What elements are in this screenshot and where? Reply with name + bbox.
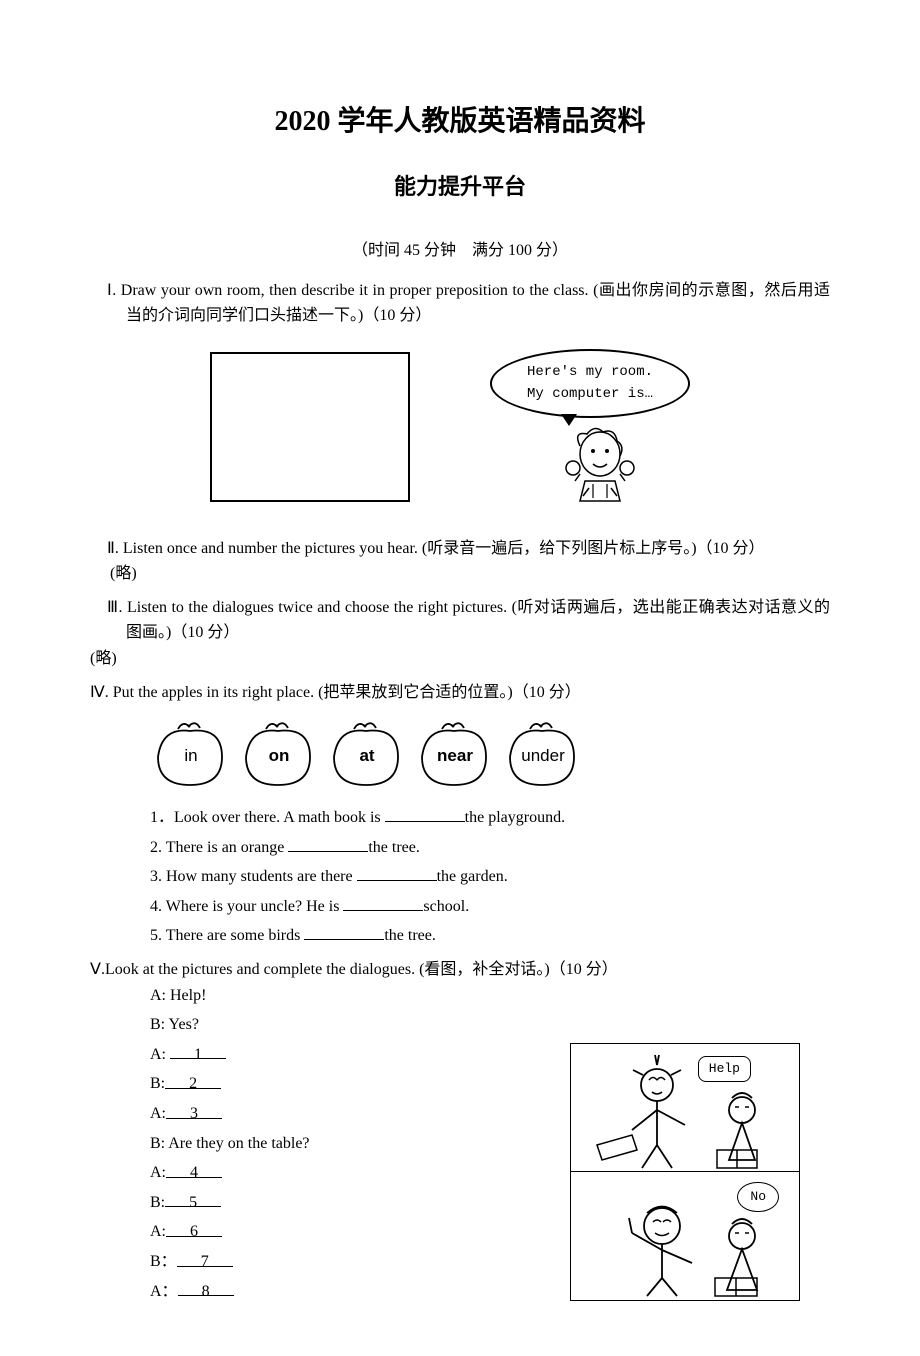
comic-panel-2: No	[570, 1171, 800, 1301]
apple-under: under	[502, 717, 584, 789]
dlg-7-sp: A:	[150, 1164, 166, 1181]
comic-panel-1: Help	[570, 1043, 800, 1173]
dlg-8-blank[interactable]: 5	[165, 1190, 221, 1208]
q4-1-blank[interactable]	[385, 806, 465, 822]
dlg-2-txt: Yes?	[165, 1016, 199, 1033]
apple-label-on: on	[269, 742, 290, 769]
panel1-drawing-icon	[577, 1050, 795, 1170]
section-4-questions: 1．Look over there. A math book is the pl…	[90, 805, 830, 949]
section-3-omitted: (略)	[90, 646, 830, 672]
help-bubble: Help	[698, 1056, 751, 1083]
q4-5-post: the tree.	[384, 927, 436, 944]
dlg-10: B：7	[150, 1249, 310, 1275]
section-3: Ⅲ. Listen to the dialogues twice and cho…	[90, 595, 830, 672]
dlg-1-txt: Help!	[166, 987, 206, 1004]
dlg-9-blank[interactable]: 6	[166, 1219, 222, 1237]
dlg-5-blank[interactable]: 3	[166, 1101, 222, 1119]
q4-3: 3. How many students are there the garde…	[150, 864, 830, 890]
dlg-7-blank[interactable]: 4	[166, 1160, 222, 1178]
time-info: （时间 45 分钟 满分 100 分）	[90, 238, 830, 264]
dlg-5-sp: A:	[150, 1105, 166, 1122]
dlg-3: A: 1	[150, 1042, 310, 1068]
dlg-1-sp: A:	[150, 987, 166, 1004]
girl-icon	[545, 426, 655, 506]
q4-1: 1．Look over there. A math book is the pl…	[150, 805, 830, 831]
apple-label-at: at	[359, 742, 374, 769]
dlg-2: B: Yes?	[150, 1012, 310, 1038]
q4-2-post: the tree.	[368, 839, 420, 856]
dlg-9: A:6	[150, 1219, 310, 1245]
q4-2-blank[interactable]	[288, 836, 368, 852]
dlg-7: A:4	[150, 1160, 310, 1186]
q4-3-post: the garden.	[437, 868, 508, 885]
apple-near: near	[414, 717, 496, 789]
section-4-text: Ⅳ. Put the apples in its right place. (把…	[90, 680, 830, 706]
q4-5-pre: 5. There are some birds	[150, 927, 304, 944]
dlg-10-sp: B：	[150, 1253, 177, 1270]
girl-speech-figure: Here's my room. My computer is…	[490, 349, 710, 506]
section-1: Ⅰ. Draw your own room, then describe it …	[90, 278, 830, 506]
q4-5-blank[interactable]	[304, 924, 384, 940]
apple-label-near: near	[437, 742, 473, 769]
q4-4-blank[interactable]	[343, 895, 423, 911]
apples-row: in on at near under	[150, 717, 830, 789]
q4-3-blank[interactable]	[357, 865, 437, 881]
dialogue-container: A: Help! B: Yes? A: 1 B:2 A:3 B: Are the…	[90, 983, 830, 1309]
apple-label-under: under	[521, 742, 564, 769]
dlg-8: B:5	[150, 1190, 310, 1216]
dialogue-list: A: Help! B: Yes? A: 1 B:2 A:3 B: Are the…	[90, 983, 310, 1309]
dlg-4-sp: B:	[150, 1075, 165, 1092]
dlg-5: A:3	[150, 1101, 310, 1127]
page-main-title: 2020 学年人教版英语精品资料	[90, 100, 830, 145]
dlg-6: B: Are they on the table?	[150, 1131, 310, 1157]
dlg-11-sp: A：	[150, 1283, 178, 1300]
dlg-3-sp: A:	[150, 1046, 170, 1063]
section-2-omitted: (略)	[90, 561, 830, 587]
apple-at: at	[326, 717, 408, 789]
dlg-6-sp: B:	[150, 1135, 165, 1152]
section-1-text: Ⅰ. Draw your own room, then describe it …	[90, 278, 830, 329]
apple-in: in	[150, 717, 232, 789]
section-2: Ⅱ. Listen once and number the pictures y…	[90, 536, 830, 587]
apple-on: on	[238, 717, 320, 789]
q4-5: 5. There are some birds the tree.	[150, 923, 830, 949]
section-5-text: Ⅴ.Look at the pictures and complete the …	[90, 957, 830, 983]
speech-bubble: Here's my room. My computer is…	[490, 349, 690, 418]
q4-4-post: school.	[423, 898, 469, 915]
section-5: Ⅴ.Look at the pictures and complete the …	[90, 957, 830, 1308]
q4-4-pre: 4. Where is your uncle? He is	[150, 898, 343, 915]
apple-label-in: in	[184, 742, 197, 769]
q4-1-pre: 1．Look over there. A math book is	[150, 809, 385, 826]
q4-1-post: the playground.	[465, 809, 565, 826]
dlg-11-blank[interactable]: 8	[178, 1279, 234, 1297]
dlg-3-blank[interactable]: 1	[170, 1042, 226, 1060]
dlg-1: A: Help!	[150, 983, 310, 1009]
dlg-4-blank[interactable]: 2	[165, 1071, 221, 1089]
dlg-4: B:2	[150, 1071, 310, 1097]
section-3-text: Ⅲ. Listen to the dialogues twice and cho…	[90, 595, 830, 646]
q4-2: 2. There is an orange the tree.	[150, 835, 830, 861]
comic-panels: Help No	[570, 1043, 800, 1301]
q4-3-pre: 3. How many students are there	[150, 868, 357, 885]
page-sub-title: 能力提升平台	[90, 169, 830, 204]
q4-2-pre: 2. There is an orange	[150, 839, 288, 856]
section-4: Ⅳ. Put the apples in its right place. (把…	[90, 680, 830, 950]
section-1-figures: Here's my room. My computer is…	[90, 349, 830, 506]
dlg-10-blank[interactable]: 7	[177, 1249, 233, 1267]
dlg-2-sp: B:	[150, 1016, 165, 1033]
dlg-6-txt: Are they on the table?	[165, 1135, 309, 1152]
dlg-9-sp: A:	[150, 1223, 166, 1240]
section-2-text: Ⅱ. Listen once and number the pictures y…	[90, 536, 830, 562]
q4-4: 4. Where is your uncle? He is school.	[150, 894, 830, 920]
bubble-line1: Here's my room. My computer is…	[527, 364, 653, 402]
dlg-11: A：8	[150, 1279, 310, 1305]
empty-drawing-box	[210, 352, 410, 502]
dlg-8-sp: B:	[150, 1194, 165, 1211]
